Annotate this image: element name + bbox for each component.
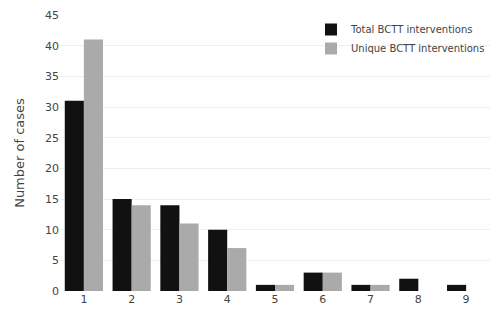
svg-text:20: 20 [45, 162, 59, 175]
svg-text:4: 4 [224, 293, 231, 306]
svg-text:3: 3 [176, 293, 183, 306]
svg-text:1: 1 [80, 293, 87, 306]
svg-text:25: 25 [45, 132, 59, 145]
svg-text:5: 5 [52, 254, 59, 267]
svg-text:7: 7 [367, 293, 374, 306]
svg-text:10: 10 [45, 224, 59, 237]
svg-text:2: 2 [128, 293, 135, 306]
svg-text:8: 8 [415, 293, 422, 306]
svg-text:9: 9 [463, 293, 470, 306]
svg-text:Unique BCTT interventions: Unique BCTT interventions [351, 43, 484, 54]
svg-text:35: 35 [45, 70, 59, 83]
svg-text:40: 40 [45, 40, 59, 53]
svg-text:5: 5 [272, 293, 279, 306]
svg-text:Number of cases: Number of cases [12, 98, 27, 208]
svg-text:15: 15 [45, 193, 59, 206]
svg-text:30: 30 [45, 101, 59, 114]
svg-text:0: 0 [52, 285, 59, 298]
svg-text:45: 45 [45, 9, 59, 22]
svg-text:Total BCTT interventions: Total BCTT interventions [350, 24, 473, 35]
svg-text:6: 6 [319, 293, 326, 306]
